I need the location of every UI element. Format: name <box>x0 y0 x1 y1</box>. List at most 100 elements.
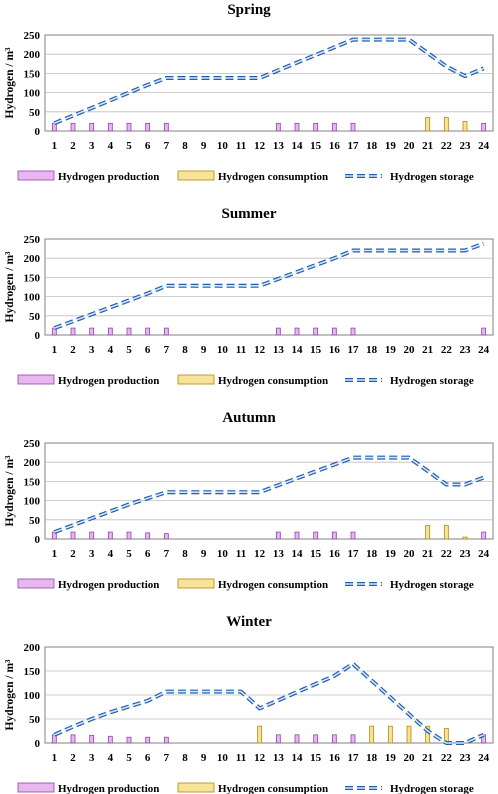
x-tick-label: 17 <box>348 344 360 356</box>
x-tick-label: 19 <box>385 344 397 356</box>
x-tick-label: 24 <box>478 752 490 764</box>
y-tick-label: 0 <box>35 330 41 342</box>
x-tick-label: 4 <box>108 344 114 356</box>
storage-line <box>53 37 485 126</box>
y-tick-label: 150 <box>24 476 41 488</box>
x-tick-label: 2 <box>70 752 76 764</box>
x-tick-label: 20 <box>404 344 416 356</box>
production-bar <box>145 327 151 336</box>
consumption-bar <box>369 725 375 744</box>
production-bar <box>126 736 132 744</box>
production-bar <box>331 327 337 336</box>
production-bar <box>89 122 95 132</box>
legend-production-swatch <box>17 374 55 385</box>
legend-storage-label: Hydrogen storage <box>390 783 474 794</box>
y-tick-label: 200 <box>24 253 41 265</box>
x-tick-label: 12 <box>254 548 266 560</box>
x-tick-label: 13 <box>273 548 285 560</box>
x-tick-label: 18 <box>366 344 378 356</box>
x-tick-label: 4 <box>108 752 114 764</box>
production-bar <box>331 531 337 540</box>
x-tick-label: 12 <box>254 752 266 764</box>
y-tick-label: 0 <box>35 126 41 138</box>
production-bar <box>275 327 281 336</box>
x-tick-label: 15 <box>310 344 322 356</box>
legend-consumption-label: Hydrogen consumption <box>218 783 328 794</box>
x-tick-label: 4 <box>108 548 114 560</box>
x-tick-label: 21 <box>422 140 433 152</box>
consumption-bar <box>425 525 431 540</box>
storage-line-inner <box>53 662 485 744</box>
legend-production-swatch <box>17 170 55 181</box>
y-tick-label: 200 <box>24 49 41 61</box>
production-bar <box>126 531 132 540</box>
x-tick-label: 17 <box>348 548 360 560</box>
x-tick-label: 2 <box>70 140 76 152</box>
production-bar <box>275 122 281 132</box>
production-bar <box>145 736 151 744</box>
x-tick-label: 7 <box>164 548 170 560</box>
production-bar <box>126 122 132 132</box>
production-bar <box>313 531 319 540</box>
x-tick-label: 8 <box>182 344 188 356</box>
x-tick-label: 14 <box>292 140 304 152</box>
x-tick-label: 19 <box>385 752 397 764</box>
x-tick-label: 7 <box>164 752 170 764</box>
x-tick-label: 2 <box>70 548 76 560</box>
production-bar <box>350 327 356 336</box>
production-bar <box>107 735 113 744</box>
legend-storage-label: Hydrogen storage <box>390 171 474 183</box>
y-tick-label: 50 <box>29 107 41 119</box>
x-tick-label: 5 <box>126 548 132 560</box>
x-tick-label: 8 <box>182 140 188 152</box>
legend: Hydrogen production Hydrogen consumption H… <box>17 170 474 183</box>
x-tick-label: 2 <box>70 344 76 356</box>
x-tick-label: 18 <box>366 140 378 152</box>
chart-title: Summer <box>222 206 277 222</box>
x-tick-label: 5 <box>126 140 132 152</box>
y-tick-label: 150 <box>24 666 41 678</box>
x-tick-label: 14 <box>292 344 304 356</box>
x-tick-label: 10 <box>217 344 229 356</box>
x-tick-label: 18 <box>366 548 378 560</box>
x-tick-label: 22 <box>441 140 453 152</box>
production-bar <box>70 122 76 132</box>
x-tick-label: 5 <box>126 344 132 356</box>
x-tick-label: 8 <box>182 752 188 764</box>
production-bar <box>350 122 356 132</box>
x-tick-label: 7 <box>164 140 170 152</box>
legend-consumption-label: Hydrogen consumption <box>218 171 328 183</box>
y-tick-label: 100 <box>24 690 41 702</box>
legend-storage-label: Hydrogen storage <box>390 375 474 387</box>
y-tick-label: 50 <box>29 515 41 527</box>
production-bar <box>89 531 95 540</box>
x-tick-label: 10 <box>217 548 229 560</box>
x-tick-label: 16 <box>329 344 341 356</box>
x-tick-label: 20 <box>404 140 416 152</box>
x-tick-label: 6 <box>145 548 151 560</box>
production-bar <box>294 734 300 744</box>
production-bar <box>294 327 300 336</box>
x-tick-label: 6 <box>145 140 151 152</box>
x-tick-label: 9 <box>201 752 207 764</box>
x-tick-label: 1 <box>52 548 58 560</box>
production-bar <box>163 122 169 132</box>
x-tick-label: 24 <box>478 548 490 560</box>
production-bar <box>89 327 95 336</box>
x-tick-label: 19 <box>385 548 397 560</box>
y-tick-label: 50 <box>29 714 41 726</box>
x-tick-label: 16 <box>329 140 341 152</box>
legend-storage-label: Hydrogen storage <box>390 579 474 591</box>
legend-consumption-label: Hydrogen consumption <box>218 579 328 591</box>
y-tick-label: 150 <box>24 68 41 80</box>
x-tick-label: 16 <box>329 548 341 560</box>
storage-line-inner <box>54 242 484 329</box>
x-tick-label: 24 <box>478 140 490 152</box>
consumption-bar <box>406 725 412 744</box>
x-tick-label: 17 <box>348 752 360 764</box>
x-tick-label: 9 <box>201 548 207 560</box>
